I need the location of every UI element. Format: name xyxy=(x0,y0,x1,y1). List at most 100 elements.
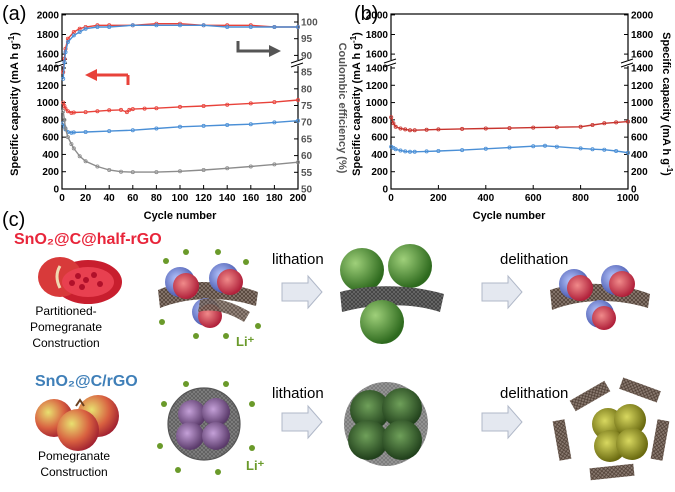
process-lithation-row2: lithation xyxy=(272,385,324,402)
series-line-2 xyxy=(62,111,299,173)
y-tick-label: 200 xyxy=(371,167,388,178)
process-delithation-row1: delithation xyxy=(500,251,568,268)
data-point xyxy=(71,33,76,38)
data-point xyxy=(201,167,206,172)
x-tick-label: 1000 xyxy=(617,193,640,204)
data-point xyxy=(614,120,619,125)
y2-tick-label: 55 xyxy=(301,168,313,179)
data-point xyxy=(225,102,230,107)
data-point xyxy=(407,128,412,133)
data-point xyxy=(201,123,206,128)
data-point xyxy=(201,104,206,109)
y-tick-label: 800 xyxy=(371,115,388,126)
chart-a-frame xyxy=(61,13,299,190)
data-point xyxy=(436,148,441,153)
y2-tick-label-upper: 2000 xyxy=(631,10,654,21)
y2-tick-label: 400 xyxy=(631,150,648,161)
series-line-1 xyxy=(62,120,299,134)
data-point xyxy=(130,23,135,28)
y2-tick-label-upper: 1600 xyxy=(631,50,654,61)
material-label-rgo: SnO₂@C/rGO xyxy=(35,373,138,390)
y-tick-label: 1200 xyxy=(366,81,389,92)
data-point xyxy=(95,109,100,114)
data-point xyxy=(424,127,429,132)
series-line-4 xyxy=(62,24,298,79)
data-point xyxy=(531,125,536,130)
data-point xyxy=(626,119,631,124)
x-tick-label: 140 xyxy=(219,193,236,204)
data-point xyxy=(154,126,159,131)
data-point xyxy=(107,129,112,134)
x-tick-label: 200 xyxy=(290,193,307,204)
data-point xyxy=(119,169,124,174)
chart-b-y2label: Specific capacity (mA h g-1) xyxy=(660,32,674,176)
chart-a-y2label: Coulombic efficiency (%) xyxy=(336,43,348,174)
data-point xyxy=(77,154,82,159)
y-tick-label-upper: 1800 xyxy=(37,30,60,41)
y2-tick-label: 95 xyxy=(301,34,313,45)
process-arrow-1 xyxy=(281,274,323,310)
x-tick-label: 0 xyxy=(388,193,394,204)
data-point xyxy=(71,146,76,151)
chart-b: (b) 0 200 400 600 800 10000200400600800100012… xyxy=(349,3,674,222)
data-point xyxy=(127,107,132,112)
data-point xyxy=(130,170,135,175)
data-point xyxy=(69,110,74,115)
data-point xyxy=(83,26,88,31)
data-point xyxy=(393,147,398,152)
structure-half-rgo-final xyxy=(550,265,650,330)
data-point xyxy=(272,24,277,29)
y2-tick-label: 600 xyxy=(631,133,648,144)
material-label-half-rgo: SnO₂@C@half-rGO xyxy=(14,231,162,248)
chart-a-ylabel: Specific capacity (mA h g-1) xyxy=(7,32,21,176)
y-tick-label: 1400 xyxy=(366,64,389,75)
y-tick-label: 400 xyxy=(371,150,388,161)
panel-label-c: (c) xyxy=(2,209,25,231)
structure-half-rgo-lithiated xyxy=(340,244,444,344)
x-tick-label: 60 xyxy=(127,193,139,204)
data-point xyxy=(83,129,88,134)
data-point xyxy=(460,126,465,131)
data-point xyxy=(483,126,488,131)
data-point xyxy=(177,169,182,174)
y2-tick-label: 70 xyxy=(301,118,313,129)
data-point xyxy=(389,115,394,120)
data-point xyxy=(95,164,100,169)
data-point xyxy=(154,170,159,175)
process-arrow-3 xyxy=(281,404,323,440)
x-tick-label: 160 xyxy=(242,193,259,204)
data-point xyxy=(107,108,112,113)
data-point xyxy=(95,24,100,29)
x-tick-label: 40 xyxy=(104,193,116,204)
y-tick-label: 800 xyxy=(42,115,59,126)
data-point xyxy=(391,121,396,126)
y2-tick-label: 50 xyxy=(301,185,313,196)
y2-tick-label: 60 xyxy=(301,151,313,162)
data-point xyxy=(295,98,300,103)
data-point xyxy=(295,24,300,29)
chart-b-axis-break xyxy=(383,58,634,68)
data-point xyxy=(107,167,112,172)
data-point xyxy=(225,166,230,171)
y2-tick-label: 0 xyxy=(631,185,637,196)
data-point xyxy=(398,148,403,153)
y2-tick-label: 85 xyxy=(301,68,313,79)
data-point xyxy=(61,109,66,114)
li-ion-label-row1: Li⁺ xyxy=(236,334,255,349)
data-point xyxy=(578,146,583,151)
pomegranate-partitioned-image xyxy=(38,257,122,304)
y2-tick-label: 1000 xyxy=(631,98,654,109)
data-point xyxy=(424,149,429,154)
data-point xyxy=(602,147,607,152)
data-point xyxy=(614,148,619,153)
data-point xyxy=(225,123,230,128)
li-ions-row2 xyxy=(157,381,255,475)
data-point xyxy=(61,76,66,81)
data-point xyxy=(177,124,182,129)
x-tick-label: 80 xyxy=(151,193,163,204)
data-point xyxy=(63,50,68,55)
data-point xyxy=(83,159,88,164)
li-ion-label-row2: Li⁺ xyxy=(246,458,265,473)
data-point xyxy=(248,24,253,29)
